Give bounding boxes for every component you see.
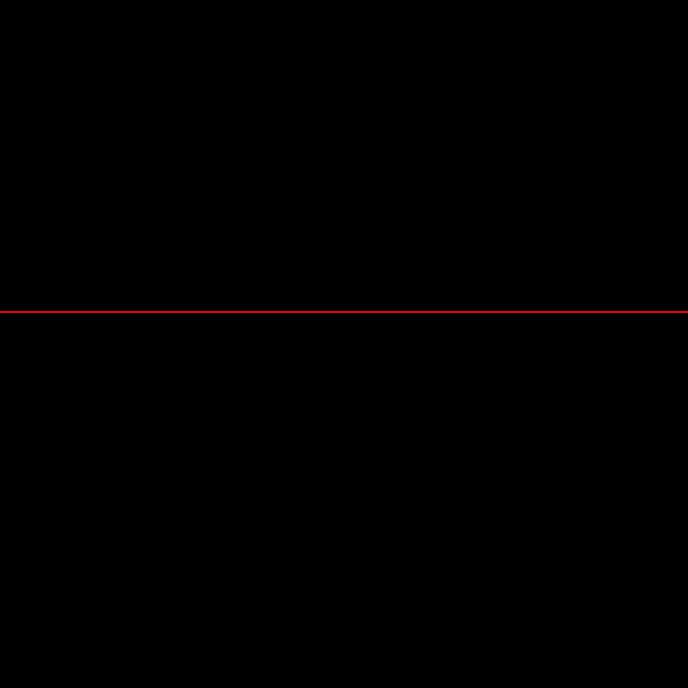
horizontal-red-divider-line [0, 311, 688, 313]
canvas-description: Blank black canvas containing only a sin… [0, 0, 1, 1]
